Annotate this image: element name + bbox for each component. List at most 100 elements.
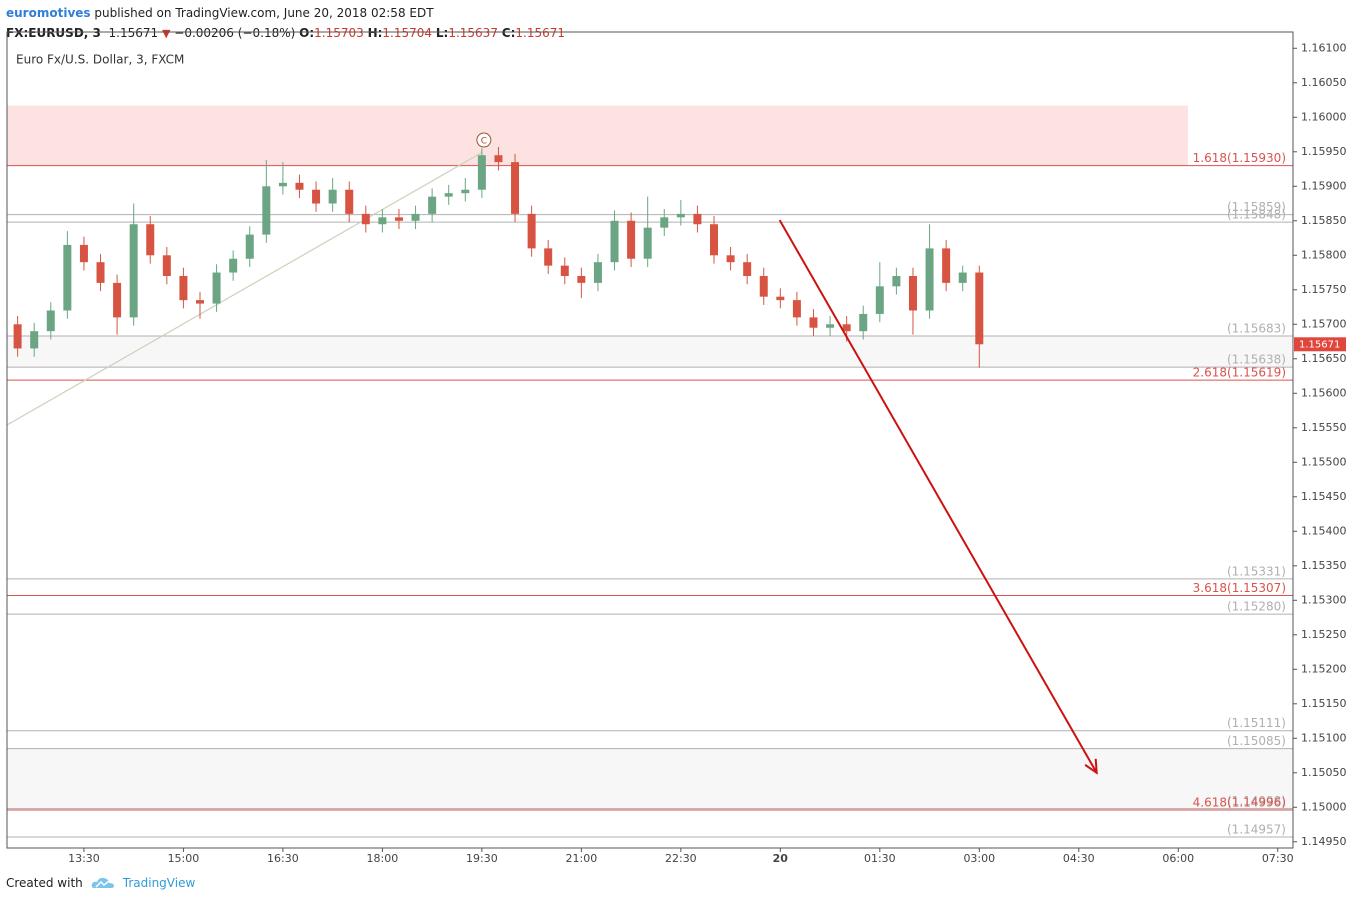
candle-body (726, 255, 735, 263)
candle-body (295, 182, 304, 190)
author[interactable]: euromotives (6, 6, 91, 20)
y-tick-label: 1.15800 (1301, 248, 1347, 261)
y-tick-label: 1.15900 (1301, 179, 1347, 192)
candle-body (328, 189, 337, 204)
candle-body (875, 286, 884, 314)
level-label: 1.618(1.15930) (1193, 151, 1286, 165)
h-label: H: (367, 26, 383, 40)
candle-body (79, 244, 88, 263)
x-tick-label: 01:30 (864, 852, 896, 865)
candle-body (676, 213, 685, 218)
candle-body (693, 213, 702, 225)
candle-body (146, 224, 155, 256)
candle-body (129, 224, 138, 318)
candle-body (610, 220, 619, 263)
candle-body (245, 234, 254, 259)
y-tick-label: 1.15150 (1301, 697, 1347, 710)
candle-body (925, 248, 934, 311)
candle-body (958, 272, 967, 283)
x-tick-label: 13:30 (68, 852, 100, 865)
candle-body (942, 248, 951, 283)
level-label: (1.15111) (1227, 716, 1286, 730)
candle-body (627, 220, 636, 259)
chart-title: Euro Fx/U.S. Dollar, 3, FXCM (16, 53, 184, 67)
c: 1.15671 (515, 26, 566, 40)
y-tick-label: 1.15500 (1301, 455, 1347, 468)
candle-body (577, 275, 586, 283)
candle-body (46, 310, 55, 332)
y-tick-label: 1.15200 (1301, 662, 1347, 675)
candle-body (643, 227, 652, 259)
y-tick-label: 1.14950 (1301, 835, 1347, 848)
header: euromotives published on TradingView.com… (6, 3, 565, 44)
candle-body (792, 300, 801, 318)
logo[interactable] (91, 876, 115, 890)
candle-body (30, 331, 39, 349)
annotation-text: C (481, 137, 487, 147)
x-tick-label: 03:00 (963, 852, 995, 865)
symbol: FX:EURUSD, 3 (6, 26, 101, 40)
y-tick-label: 1.15550 (1301, 421, 1347, 434)
candle-body (461, 189, 470, 194)
x-tick-label: 04:30 (1063, 852, 1095, 865)
level-label: (1.15280) (1227, 600, 1286, 614)
header-line: euromotives published on TradingView.com… (6, 3, 565, 23)
candle-body (278, 182, 287, 187)
footer: Created with TradingView (6, 876, 195, 890)
price: 1.15671 (108, 26, 159, 40)
zone (7, 336, 1293, 368)
l: 1.15637 (448, 26, 498, 40)
x-tick-label: 19:30 (466, 852, 498, 865)
candle-body (826, 324, 835, 328)
published: published on TradingView.com, June 20, 2… (94, 6, 434, 20)
header-line: FX:EURUSD, 3 1.15671 ▼ −0.00206 (−0.18%)… (6, 23, 565, 44)
candle-body (776, 296, 785, 301)
change: −0.00206 (−0.18%) (174, 26, 296, 40)
y-tick-label: 1.15100 (1301, 731, 1347, 744)
y-tick-label: 1.15950 (1301, 145, 1347, 158)
x-tick-label: 16:30 (267, 852, 299, 865)
x-tick-label: 21:00 (566, 852, 598, 865)
candle-body (842, 324, 851, 332)
brand[interactable]: TradingView (122, 876, 196, 890)
o-label: O: (299, 26, 315, 40)
x-tick-label: 15:00 (168, 852, 200, 865)
candle-body (710, 224, 719, 256)
candle-body (162, 255, 171, 276)
candle-body (195, 300, 204, 304)
candle-body (13, 324, 22, 349)
candle-body (428, 196, 437, 214)
y-tick-label: 1.15450 (1301, 490, 1347, 503)
arrow-head (1084, 758, 1098, 775)
candle-body (63, 244, 72, 311)
trend-line (6, 151, 483, 426)
level-label: 2.618(1.15619) (1193, 366, 1286, 380)
x-tick-label: 07:30 (1262, 852, 1294, 865)
chart: Euro Fx/U.S. Dollar, 3, FXCM 1.618(1.159… (6, 31, 1347, 865)
plot-frame (6, 31, 1294, 849)
y-tick-label: 1.15850 (1301, 214, 1347, 227)
candle-body (759, 275, 768, 297)
y-tick-label: 1.15400 (1301, 524, 1347, 537)
h: 1.15704 (382, 26, 433, 40)
y-tick-label: 1.15700 (1301, 317, 1347, 330)
candle-body (113, 282, 122, 318)
arrow: ▼ (161, 27, 171, 40)
level-label: (1.15638) (1227, 353, 1286, 367)
level-label: (1.14998) (1227, 794, 1286, 808)
level-label: (1.15848) (1227, 208, 1286, 222)
candle-body (859, 313, 868, 332)
y-tick-label: 1.15750 (1301, 283, 1347, 296)
arrow (778, 219, 1098, 774)
candle-body (593, 262, 602, 283)
y-tick-label: 1.15050 (1301, 766, 1347, 779)
y-tick-label: 1.16100 (1301, 41, 1347, 54)
y-tick-label: 1.16000 (1301, 110, 1347, 123)
o: 1.15703 (314, 26, 364, 40)
candle-body (378, 217, 387, 225)
candle-body (511, 162, 520, 214)
created-with: Created with (6, 876, 83, 890)
y-tick-label: 1.15350 (1301, 559, 1347, 572)
x-tick-label: 20 (773, 852, 789, 865)
